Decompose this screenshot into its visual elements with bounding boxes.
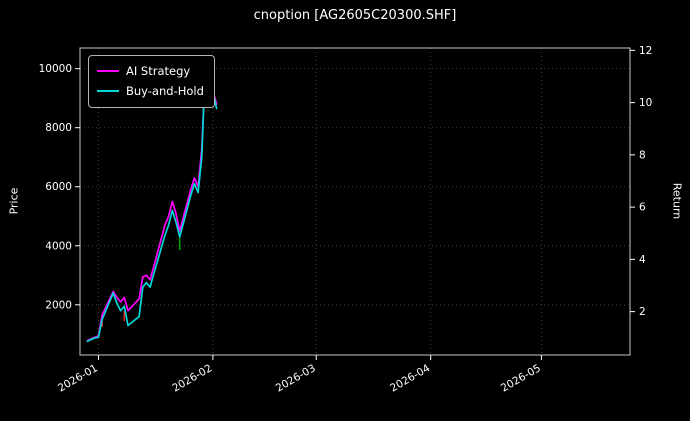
svg-text:4: 4 [639, 254, 646, 266]
svg-text:2026-04: 2026-04 [388, 362, 432, 394]
svg-text:12: 12 [639, 45, 652, 57]
svg-text:2000: 2000 [45, 299, 72, 311]
svg-text:6000: 6000 [45, 181, 72, 193]
legend: AI Strategy Buy-and-Hold [88, 55, 215, 109]
svg-text:4000: 4000 [45, 240, 72, 252]
legend-item-ai-strategy: AI Strategy [97, 61, 204, 81]
svg-text:2026-03: 2026-03 [274, 362, 318, 394]
svg-text:10: 10 [639, 97, 652, 109]
svg-text:8: 8 [639, 149, 646, 161]
svg-text:10000: 10000 [39, 63, 72, 75]
legend-label-ai-strategy: AI Strategy [126, 64, 191, 78]
svg-text:6: 6 [639, 202, 646, 214]
legend-label-buy-and-hold: Buy-and-Hold [126, 84, 204, 99]
svg-text:2026-01: 2026-01 [56, 362, 100, 394]
svg-text:2026-05: 2026-05 [499, 362, 543, 394]
legend-swatch-buy-and-hold [97, 90, 119, 93]
y-axis-label-right: Return [670, 182, 684, 220]
svg-text:8000: 8000 [45, 122, 72, 134]
chart-title: cnoption [AG2605C20300.SHF] [253, 8, 457, 23]
svg-text:2: 2 [639, 306, 646, 318]
svg-text:2026-02: 2026-02 [170, 362, 214, 394]
legend-swatch-ai-strategy [97, 70, 119, 73]
legend-item-buy-and-hold: Buy-and-Hold [97, 81, 204, 101]
y-axis-label-left: Price [7, 187, 21, 215]
